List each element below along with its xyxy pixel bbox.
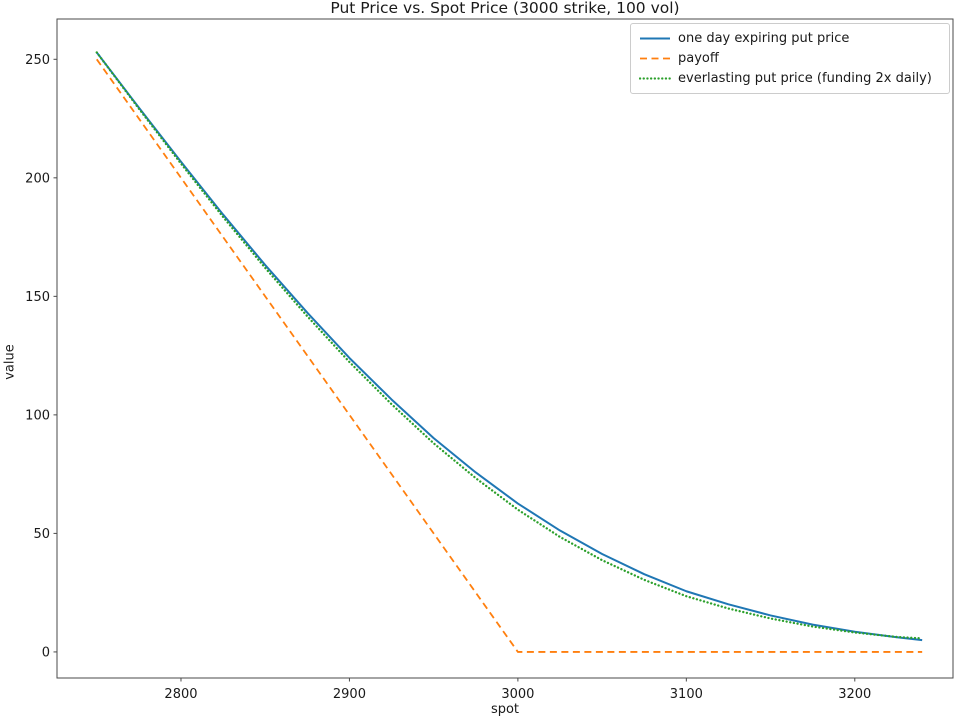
x-tick-label: 3100 [670, 687, 703, 702]
y-tick-label: 200 [25, 171, 50, 186]
x-tick-label: 2800 [164, 687, 197, 702]
legend-line-sample-dotted-icon [639, 77, 671, 80]
y-tick-label: 150 [25, 290, 50, 305]
x-tick-label: 3000 [501, 687, 534, 702]
x-tick-label: 3200 [838, 687, 871, 702]
y-tick-label: 50 [33, 527, 50, 542]
legend-label-one-day-put: one day expiring put price [678, 31, 850, 46]
series-curve-1 [96, 58, 923, 653]
series-curve-0 [95, 51, 923, 642]
x-tick-label: 2900 [333, 687, 366, 702]
legend-label-payoff: payoff [678, 51, 719, 66]
legend: one day expiring put price payoff everla… [630, 23, 950, 94]
legend-label-everlasting-put: everlasting put price (funding 2x daily) [678, 71, 932, 86]
legend-line-sample-solid-icon [640, 37, 670, 40]
y-tick-label: 250 [25, 53, 50, 68]
chart-title: Put Price vs. Spot Price (3000 strike, 1… [330, 0, 680, 17]
plot-area [56, 18, 954, 679]
x-axis-label: spot [490, 702, 520, 717]
y-tick-label: 100 [25, 408, 50, 423]
y-axis-label: value [2, 344, 18, 380]
legend-item-everlasting-put: everlasting put price (funding 2x daily) [639, 69, 941, 88]
legend-line-sample-dashed-icon [640, 57, 670, 60]
legend-item-payoff: payoff [639, 49, 941, 68]
y-tick-label: 0 [42, 645, 50, 660]
legend-item-one-day-put: one day expiring put price [639, 29, 941, 48]
series-curve-2 [95, 51, 924, 640]
